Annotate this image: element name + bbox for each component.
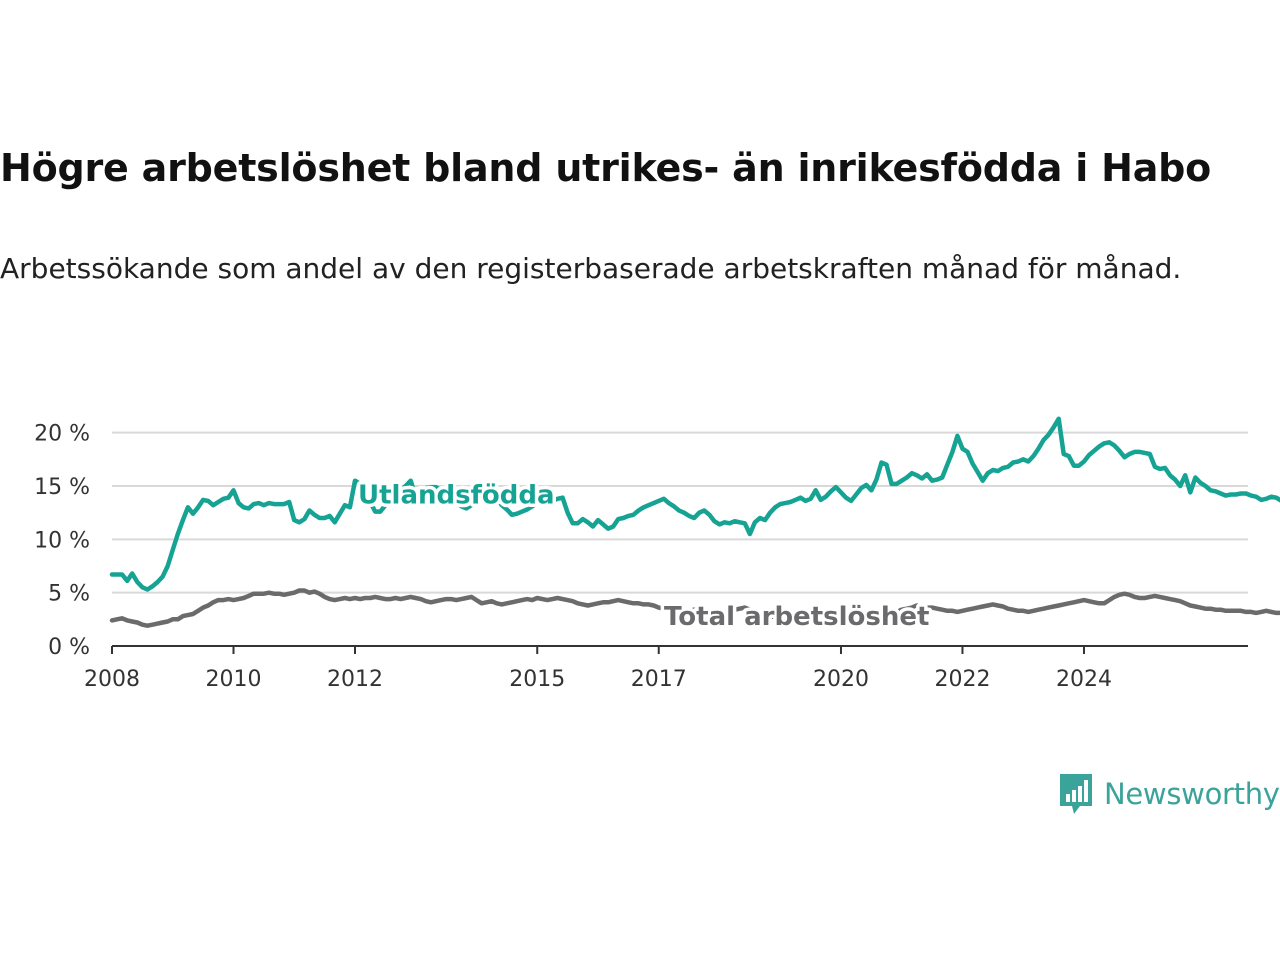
y-tick-label: 15 % [34,475,90,500]
line-chart: 0 % 5 % 10 % 15 % 20 % 2008 2010 2012 2015 2017 20… [34,416,1280,692]
series-lines [109,416,1280,628]
series-line-utlandsfodda [109,416,1280,592]
series-label-total: Total arbetslöshet [664,602,929,632]
y-tick-label: 0 % [48,635,90,660]
chart-title: Högre arbetslöshet bland utrikes- än inr… [0,146,1212,190]
newsworthy-logo: Newsworthy [1058,772,1280,816]
chart-subtitle: Arbetssökande som andel av den registerb… [0,252,1182,285]
series-line-total [109,588,1280,628]
x-tick-label: 2012 [327,667,383,692]
x-tick-label: 2022 [934,667,990,692]
x-tick-label: 2015 [509,667,565,692]
y-tick-label: 5 % [48,582,90,607]
x-tick-label: 2024 [1056,667,1112,692]
x-tick-label: 2020 [813,667,869,692]
axes: 0 % 5 % 10 % 15 % 20 % 2008 2010 2012 2015 2017 20… [34,422,1248,692]
y-tick-label: 10 % [34,528,90,553]
logo-text: Newsworthy [1104,777,1280,811]
series-label-utlandsfodda: Utlandsfödda [358,481,555,511]
x-tick-label: 2008 [84,667,140,692]
x-tick-label: 2010 [205,667,261,692]
x-tick-label: 2017 [631,667,687,692]
y-tick-label: 20 % [34,422,90,447]
newsworthy-bar-chart-icon [1060,774,1092,814]
